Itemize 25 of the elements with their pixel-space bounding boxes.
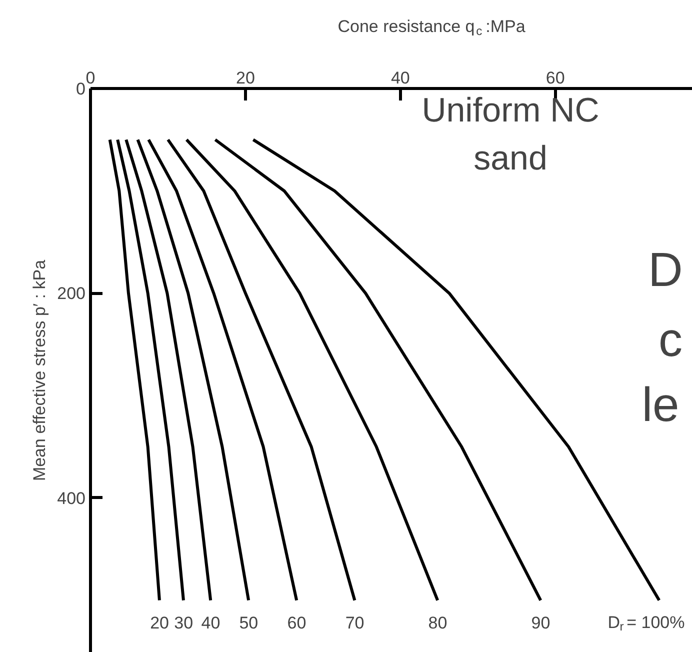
series-label: 30: [174, 613, 194, 632]
line-series: [116, 138, 185, 602]
annotation: le: [642, 379, 680, 432]
series-label: 80: [428, 613, 448, 632]
y-tick-label: 400: [57, 488, 86, 508]
x-tick-label: 40: [390, 68, 410, 88]
series-label: 70: [345, 613, 364, 632]
x-tick-label: 60: [546, 68, 565, 88]
line-series: [147, 138, 298, 602]
series-label: 60: [287, 613, 306, 632]
y-tick-label: 200: [57, 284, 86, 304]
annotation: c: [658, 314, 682, 367]
annotation: D: [648, 244, 683, 297]
line-series: [136, 138, 250, 602]
series-label: 90: [531, 613, 550, 632]
y-axis-title: Mean effective stress p′ : kPa: [30, 259, 50, 482]
x-tick-label: 20: [236, 68, 255, 88]
line-series: [124, 138, 212, 602]
series-label: 20: [150, 613, 170, 632]
line-series: [166, 138, 356, 602]
series-label: 40: [201, 613, 220, 632]
series-label: 50: [239, 613, 258, 632]
annotation: Uniform NC sand: [422, 92, 600, 178]
line-series: [108, 138, 161, 602]
line-series: [185, 138, 440, 602]
